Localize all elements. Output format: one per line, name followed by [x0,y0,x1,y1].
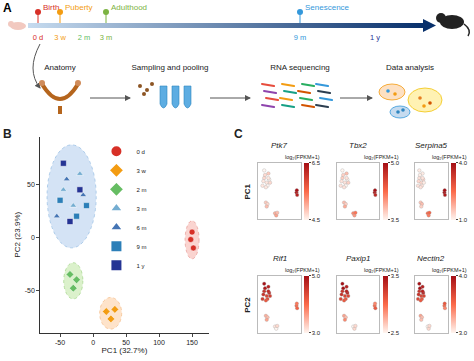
svg-text:Serpina5: Serpina5 [415,141,448,150]
svg-text:4.5: 4.5 [312,217,321,223]
svg-text:4.0: 4.0 [459,160,468,166]
svg-text:Adulthood: Adulthood [111,3,147,12]
svg-text:2 m: 2 m [136,187,146,193]
svg-text:B: B [3,127,12,141]
svg-text:log₂(FPKM+1): log₂(FPKM+1) [432,154,467,160]
svg-text:Ptk7: Ptk7 [271,141,288,150]
svg-text:3 w: 3 w [54,33,66,42]
svg-text:100: 100 [153,339,165,346]
svg-text:5.0: 5.0 [312,273,321,279]
svg-text:A: A [3,1,12,15]
svg-text:150: 150 [186,339,198,346]
svg-text:Birth: Birth [43,3,59,12]
svg-text:5.0: 5.0 [391,160,400,166]
svg-text:log₂(FPKM+1): log₂(FPKM+1) [364,154,399,160]
svg-text:3 m: 3 m [136,206,146,212]
svg-text:Rif1: Rif1 [273,254,287,263]
svg-text:log₂(FPKM+1): log₂(FPKM+1) [285,154,320,160]
svg-text:3 w: 3 w [136,168,146,174]
svg-text:1 y: 1 y [136,263,144,269]
svg-text:PC1 (32.7%): PC1 (32.7%) [102,346,148,355]
svg-text:Anatomy: Anatomy [44,63,76,72]
svg-text:3 m: 3 m [100,33,113,42]
svg-text:3.0: 3.0 [312,330,321,336]
svg-text:4.0: 4.0 [459,273,468,279]
svg-text:2.5: 2.5 [391,330,400,336]
svg-text:9 m: 9 m [294,33,307,42]
svg-text:6 m: 6 m [136,225,146,231]
svg-text:PC2: PC2 [243,297,252,313]
svg-text:3.5: 3.5 [391,217,400,223]
svg-text:Paxip1: Paxip1 [346,254,370,263]
svg-text:2 m: 2 m [78,33,91,42]
svg-text:9 m: 9 m [136,244,146,250]
svg-text:PC1: PC1 [243,183,252,199]
svg-text:Data analysis: Data analysis [386,63,434,72]
svg-text:0 d: 0 d [136,149,144,155]
svg-text:0: 0 [91,339,95,346]
svg-text:-50: -50 [25,287,35,294]
svg-text:Senescence: Senescence [305,3,350,12]
svg-text:Puberty: Puberty [65,3,93,12]
svg-text:50: 50 [27,181,35,188]
svg-text:log₂(FPKM+1): log₂(FPKM+1) [285,267,320,273]
svg-text:log₂(FPKM+1): log₂(FPKM+1) [432,267,467,273]
svg-text:C: C [234,127,243,141]
svg-text:0: 0 [31,234,35,241]
svg-text:3.5: 3.5 [391,273,400,279]
svg-text:1.0: 1.0 [459,217,468,223]
svg-text:RNA sequencing: RNA sequencing [270,63,330,72]
svg-text:6.5: 6.5 [312,160,321,166]
svg-text:log₂(FPKM+1): log₂(FPKM+1) [364,267,399,273]
svg-text:3.0: 3.0 [459,330,468,336]
svg-text:Tbx2: Tbx2 [349,141,367,150]
svg-text:50: 50 [122,339,130,346]
svg-text:1 y: 1 y [370,33,380,42]
svg-text:Sampling and pooling: Sampling and pooling [132,63,209,72]
svg-text:0 d: 0 d [33,33,43,42]
svg-text:-50: -50 [55,339,65,346]
svg-text:PC2 (23.9%): PC2 (23.9%) [13,212,22,258]
svg-text:Nectin2: Nectin2 [417,254,445,263]
